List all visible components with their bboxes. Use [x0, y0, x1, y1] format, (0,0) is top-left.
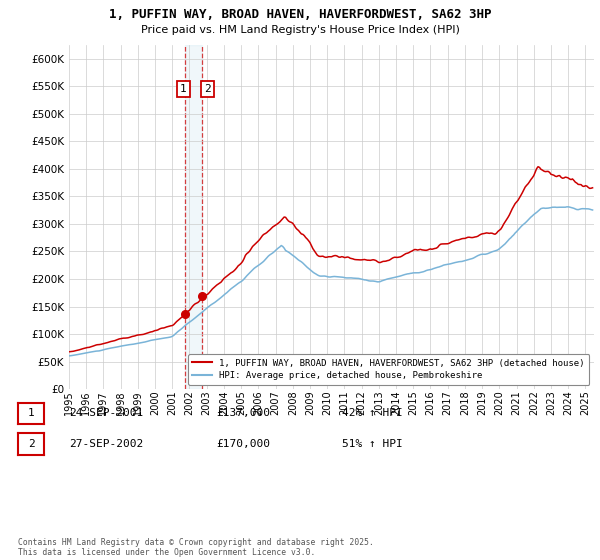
Text: 27-SEP-2002: 27-SEP-2002	[69, 439, 143, 449]
Text: Price paid vs. HM Land Registry's House Price Index (HPI): Price paid vs. HM Land Registry's House …	[140, 25, 460, 35]
Text: £137,000: £137,000	[216, 408, 270, 418]
Text: 24-SEP-2001: 24-SEP-2001	[69, 408, 143, 418]
Text: 2: 2	[28, 439, 35, 449]
Text: 51% ↑ HPI: 51% ↑ HPI	[342, 439, 403, 449]
Text: 2: 2	[204, 84, 211, 94]
Text: £170,000: £170,000	[216, 439, 270, 449]
Text: 1: 1	[28, 408, 35, 418]
Text: 42% ↑ HPI: 42% ↑ HPI	[342, 408, 403, 418]
Text: Contains HM Land Registry data © Crown copyright and database right 2025.
This d: Contains HM Land Registry data © Crown c…	[18, 538, 374, 557]
Bar	[185, 45, 202, 389]
Text: 1: 1	[180, 84, 187, 94]
Text: 1, PUFFIN WAY, BROAD HAVEN, HAVERFORDWEST, SA62 3HP: 1, PUFFIN WAY, BROAD HAVEN, HAVERFORDWES…	[109, 8, 491, 21]
Legend: 1, PUFFIN WAY, BROAD HAVEN, HAVERFORDWEST, SA62 3HP (detached house), HPI: Avera: 1, PUFFIN WAY, BROAD HAVEN, HAVERFORDWES…	[188, 354, 589, 385]
